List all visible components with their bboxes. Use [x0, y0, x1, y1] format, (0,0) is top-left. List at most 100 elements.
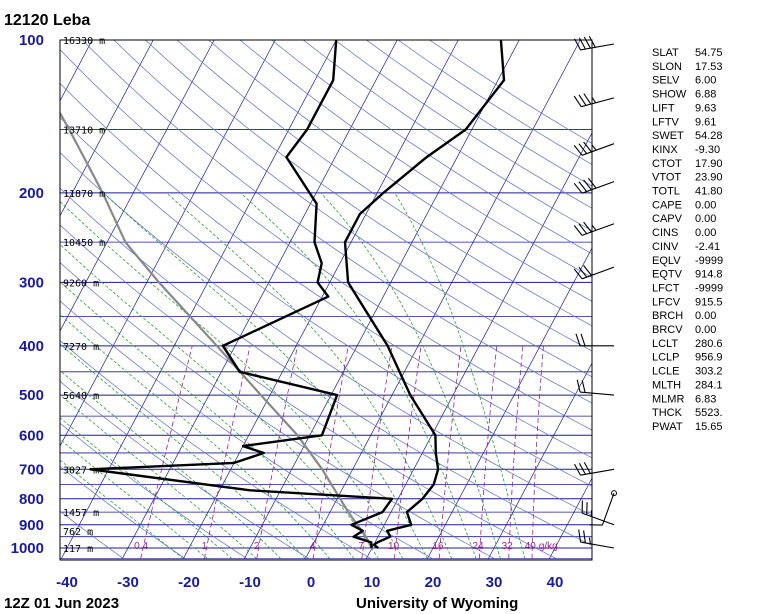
moist-adiabat-line	[320, 192, 501, 559]
index-row: CAPE 0.00	[652, 199, 716, 211]
index-row: TOTL 41.80	[652, 186, 723, 198]
barb-flag	[574, 463, 581, 476]
dry-adiabat-line	[239, 40, 592, 278]
mixing-ratio-line	[204, 345, 251, 559]
index-name: SWET	[652, 130, 684, 142]
barb-flag	[578, 94, 587, 106]
barb-staff	[581, 143, 615, 156]
pressure-tick-label: 300	[19, 274, 44, 291]
dry-adiabat-line	[60, 422, 248, 560]
index-value: 54.75	[695, 47, 723, 59]
dry-adiabat-line	[60, 380, 310, 560]
index-name: KINX	[652, 144, 678, 156]
barb-flag	[583, 141, 592, 153]
index-name: VTOT	[652, 172, 681, 184]
pressure-tick-label: 700	[19, 461, 44, 478]
isotherm-line	[121, 40, 398, 559]
dry-adiabat-line	[60, 510, 124, 560]
wind-barb	[573, 141, 615, 156]
index-row: LCLP 956.9	[652, 352, 723, 364]
index-value: 17.53	[695, 61, 723, 73]
mixing-ratio-label: 10	[388, 541, 400, 552]
barb-flag	[583, 179, 592, 191]
temperature-tick-label: 40	[547, 574, 564, 591]
index-name: CTOT	[652, 158, 682, 170]
index-row: LIFT 9.63	[652, 102, 716, 114]
mixing-ratio-label: 0.4	[134, 541, 148, 552]
index-value: 15.65	[695, 421, 723, 433]
moist-adiabat-line	[394, 192, 526, 559]
sounding-series	[60, 40, 506, 549]
mixing-ratio-label: 16	[432, 541, 444, 552]
mixing-ratio-line	[140, 345, 193, 559]
index-row: SHOW 6.88	[652, 89, 716, 101]
index-value: -9.30	[695, 144, 720, 156]
index-value: 54.28	[695, 130, 723, 142]
index-row: MLTH 284.1	[652, 379, 723, 391]
index-value: 6.00	[695, 75, 716, 87]
index-value: 23.90	[695, 172, 723, 184]
barb-flag	[573, 268, 583, 280]
mixing-ratio-line	[508, 345, 524, 559]
index-row: SLON 17.53	[652, 61, 723, 73]
index-name: LCLT	[652, 338, 678, 350]
height-label: 11870 m	[63, 189, 105, 200]
wind-barb	[573, 93, 615, 108]
barb-staff	[581, 97, 615, 108]
barb-flag	[583, 530, 586, 544]
index-row: BRCV 0.00	[652, 324, 716, 336]
index-name: CINS	[652, 227, 678, 239]
pressure-tick-label: 900	[19, 517, 44, 534]
barb-flag	[575, 333, 581, 346]
index-value: 0.00	[695, 227, 716, 239]
height-label: 3027 m	[63, 465, 99, 476]
height-label: 5640 m	[63, 391, 99, 402]
index-row: LFCT -9999	[652, 282, 723, 294]
dry-adiabat-line	[60, 49, 592, 431]
index-name: EQLV	[652, 255, 681, 267]
moist-adiabat-line	[60, 201, 404, 559]
index-row: BRCH 0.00	[652, 310, 716, 322]
moist-adiabat-line	[60, 438, 208, 560]
barb-station-circle	[611, 490, 617, 497]
index-value: 914.8	[695, 269, 723, 281]
index-name: THCK	[652, 407, 683, 419]
index-value: 9.63	[695, 102, 716, 114]
index-row: EQLV -9999	[652, 255, 723, 267]
moist-adiabat-grid	[60, 192, 526, 560]
index-name: LFCV	[652, 296, 681, 308]
index-value: 6.83	[695, 393, 716, 405]
height-label: 117 m	[63, 544, 93, 555]
dry-adiabat-line	[208, 40, 592, 302]
dry-adiabat-line	[145, 40, 592, 352]
barb-staff	[580, 391, 615, 396]
barb-staff	[581, 512, 615, 526]
index-name: TOTL	[652, 186, 680, 198]
index-name: SLAT	[652, 47, 679, 59]
isotherm-line	[487, 362, 592, 559]
index-name: BRCV	[652, 324, 683, 336]
dry-adiabat-line	[60, 117, 592, 487]
index-row: KINX -9.30	[652, 144, 720, 156]
wind-barb	[576, 379, 615, 396]
barb-flag	[578, 462, 586, 475]
barb-flag	[583, 93, 592, 105]
index-row: LCLT 280.6	[652, 338, 723, 350]
barb-flag	[578, 223, 588, 235]
index-name: EQTV	[652, 269, 683, 281]
isotherm-line	[243, 40, 520, 559]
pressure-tick-label: 400	[19, 338, 44, 355]
dry-adiabat-line	[60, 152, 592, 516]
barb-flag	[588, 35, 596, 48]
isotherm-line	[304, 40, 581, 559]
index-name: PWAT	[652, 421, 683, 433]
barb-flag	[574, 38, 581, 51]
barb-flag	[573, 225, 583, 236]
sounding-indices: SLAT 54.75 SLON 17.53 SELV 6.00 SHOW 6.88 LIFT 9.…	[652, 47, 723, 433]
station-title: 12120 Leba	[4, 12, 90, 29]
barb-flag	[583, 36, 591, 49]
mixing-ratio-line	[256, 345, 298, 559]
index-value: 41.80	[695, 186, 723, 198]
moist-adiabat-line	[60, 281, 355, 560]
temperature-axis: -40 -30 -20 -10 0 10 20 30 40	[56, 574, 563, 591]
